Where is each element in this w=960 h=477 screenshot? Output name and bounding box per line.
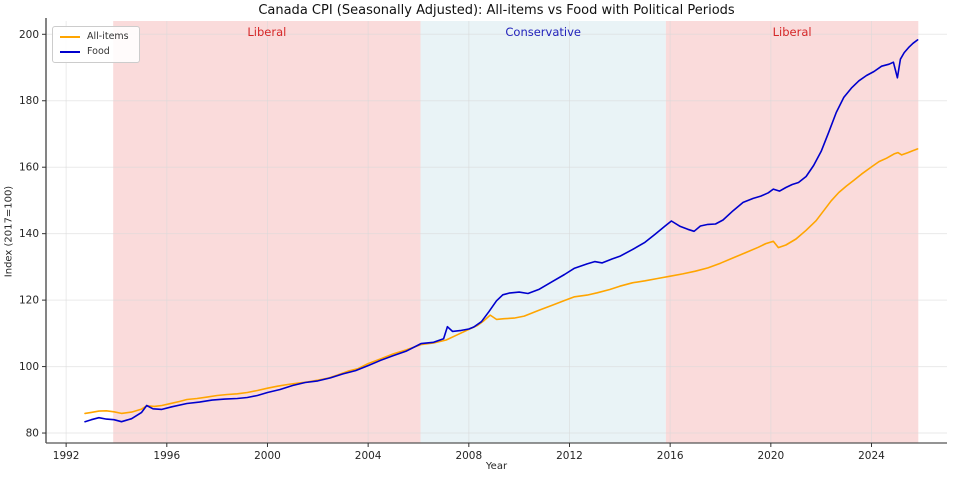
x-tick-label: 2012	[556, 450, 583, 462]
chart-title: Canada CPI (Seasonally Adjusted): All-it…	[258, 3, 735, 18]
band-label-liberal-2: Liberal	[773, 25, 812, 39]
all-items-line-swatch-icon	[60, 36, 80, 38]
x-tick-label: 2016	[657, 450, 684, 462]
legend-label-food: Food	[87, 46, 110, 57]
legend-item-all-items: All-items	[60, 32, 129, 42]
band-conservative-1	[420, 21, 666, 443]
y-tick-label: 160	[19, 162, 39, 174]
y-axis-title: Index (2017=100)	[3, 185, 15, 278]
series-line-food	[84, 39, 919, 423]
y-tick-label: 100	[19, 361, 39, 373]
y-tick-label: 80	[26, 428, 39, 440]
x-tick-label: 2000	[254, 450, 281, 462]
legend-label-all-items: All-items	[87, 31, 129, 42]
band-liberal-0	[113, 21, 421, 443]
band-label-liberal-0: Liberal	[247, 25, 286, 39]
x-tick-label: 2004	[355, 450, 382, 462]
x-tick-label: 1996	[153, 450, 180, 462]
y-tick-label: 200	[19, 29, 39, 41]
x-axis-title: Year	[485, 461, 508, 472]
x-tick-label: 2008	[455, 450, 482, 462]
band-liberal-2	[665, 21, 919, 443]
band-label-conservative-1: Conservative	[505, 25, 581, 39]
x-tick-label: 2020	[757, 450, 784, 462]
y-tick-label: 180	[19, 95, 39, 107]
legend-item-food: Food	[60, 47, 129, 57]
food-line-swatch-icon	[60, 51, 80, 53]
x-tick-label: 2024	[858, 450, 885, 462]
legend-box: All-items Food	[52, 26, 140, 63]
y-tick-label: 120	[19, 295, 39, 307]
x-tick-label: 1992	[53, 450, 80, 462]
y-tick-label: 140	[19, 228, 39, 240]
series-line-all-items	[84, 148, 919, 415]
